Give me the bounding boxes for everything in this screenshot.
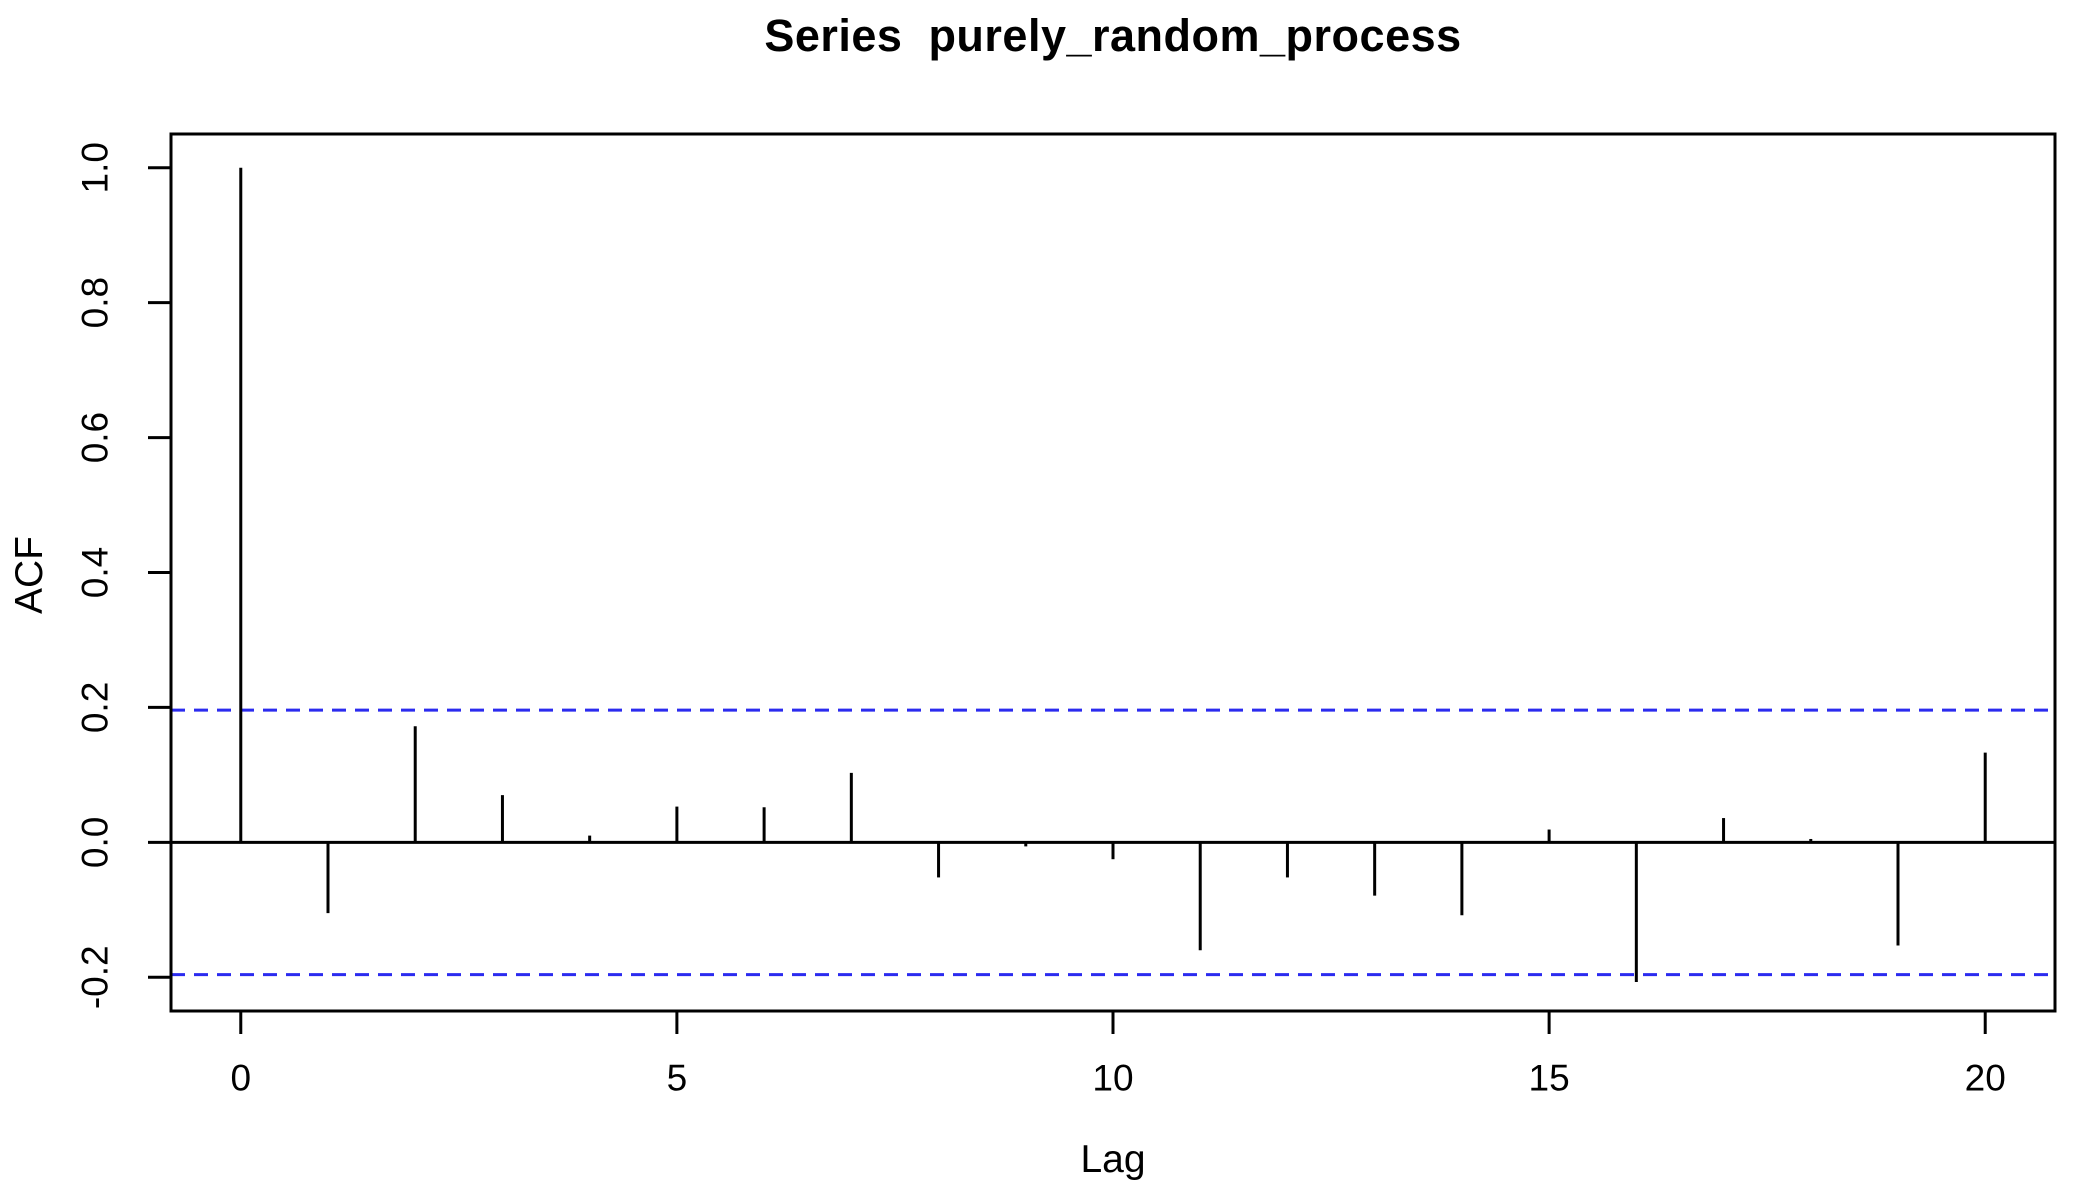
y-tick-label--0.2: -0.2: [75, 945, 116, 1009]
x-tick-label-10: 10: [1092, 1058, 1133, 1099]
x-tick-label-20: 20: [1965, 1058, 2006, 1099]
y-tick-label-1.0: 1.0: [75, 142, 116, 193]
y-tick-label-0.2: 0.2: [75, 682, 116, 733]
y-tick-label-0.8: 0.8: [75, 277, 116, 328]
y-tick-label-0.6: 0.6: [75, 412, 116, 463]
chart-title: Series purely_random_process: [764, 10, 1462, 61]
x-axis-label: Lag: [1080, 1138, 1146, 1181]
x-tick-label-0: 0: [230, 1058, 251, 1099]
y-tick-label-0.4: 0.4: [75, 547, 116, 598]
y-tick-label-0.0: 0.0: [75, 817, 116, 868]
x-tick-label-15: 15: [1529, 1058, 1570, 1099]
x-tick-label-5: 5: [667, 1058, 688, 1099]
plot-border: [169, 132, 2057, 1013]
